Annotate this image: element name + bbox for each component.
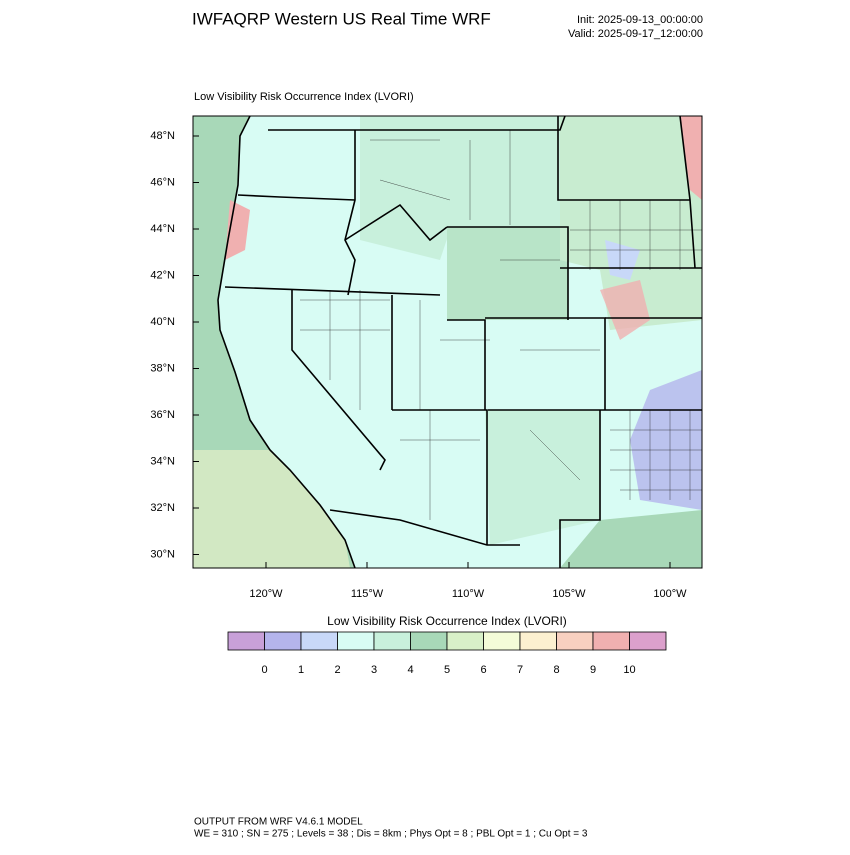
patch <box>560 510 702 568</box>
lat-label: 48°N <box>150 130 175 142</box>
patch <box>560 116 702 330</box>
colorbar-box <box>556 631 594 651</box>
patch <box>485 410 600 545</box>
colorbar-label: 8 <box>553 664 559 676</box>
colorbar-box <box>264 631 302 651</box>
lon-label: 120°W <box>249 588 283 600</box>
colorbar-label: 2 <box>334 664 340 676</box>
colorbar-box <box>300 631 338 651</box>
patch <box>600 280 650 340</box>
lon-label: 105°W <box>552 588 586 600</box>
colorbar-box <box>629 631 667 651</box>
footer-line: WE = 310 ; SN = 275 ; Levels = 38 ; Dis … <box>194 829 588 840</box>
colorbar-box <box>446 631 484 651</box>
lat-label: 38°N <box>150 362 175 374</box>
lon-labels: 120°W 115°W 110°W 105°W 100°W <box>249 562 687 600</box>
patch <box>360 116 565 260</box>
lat-label: 32°N <box>150 502 175 514</box>
title: IWFAQRP Western US Real Time WRF <box>192 9 491 28</box>
colorbar-box <box>373 631 411 651</box>
patch <box>447 227 568 320</box>
colorbar-label: 1 <box>298 664 304 676</box>
lat-labels: 48°N 46°N 44°N 42°N 40°N 38°N 36°N 34°N 32°N 30°N <box>150 130 199 560</box>
lat-label: 36°N <box>150 409 175 421</box>
colorbar-label: 5 <box>444 664 450 676</box>
ocean-south <box>193 450 350 568</box>
colorbar-box <box>227 631 265 651</box>
patch <box>225 200 250 260</box>
colorbar-label: 9 <box>590 664 596 676</box>
colorbar-title: Low Visibility Risk Occurrence Index (LV… <box>327 614 567 628</box>
colorbar-label: 10 <box>623 664 635 676</box>
valid-time: Valid: 2025-09-17_12:00:00 <box>568 28 703 40</box>
colorbar-box <box>592 631 630 651</box>
patch <box>630 370 702 510</box>
colorbar-label: 4 <box>407 664 413 676</box>
colorbar-label: 3 <box>371 664 377 676</box>
county-grid <box>300 130 702 520</box>
colorbar-label: 6 <box>480 664 486 676</box>
lat-label: 42°N <box>150 269 175 281</box>
colorbar-box <box>410 631 448 651</box>
lat-label: 44°N <box>150 223 175 235</box>
colorbar-label: 7 <box>517 664 523 676</box>
lat-label: 34°N <box>150 455 175 467</box>
map-frame <box>192 115 703 569</box>
init-time: Init: 2025-09-13_00:00:00 <box>577 14 703 26</box>
colorbar-box <box>483 631 521 651</box>
colorbar-label: 0 <box>261 664 267 676</box>
lat-label: 40°N <box>150 316 175 328</box>
colorbar: 0 1 2 3 4 5 6 7 8 9 10 <box>227 631 667 676</box>
colorbar-box <box>337 631 375 651</box>
footer-line: OUTPUT FROM WRF V4.6.1 MODEL <box>194 817 363 828</box>
patch <box>680 116 702 200</box>
lon-label: 100°W <box>653 588 687 600</box>
map <box>192 115 703 569</box>
colorbar-box <box>519 631 557 651</box>
lon-label: 115°W <box>351 588 384 600</box>
state-borders <box>217 115 702 569</box>
lon-label: 110°W <box>452 588 485 600</box>
lat-label: 30°N <box>150 548 175 560</box>
lat-label: 46°N <box>150 176 175 188</box>
map-title: Low Visibility Risk Occurrence Index (LV… <box>194 91 414 103</box>
